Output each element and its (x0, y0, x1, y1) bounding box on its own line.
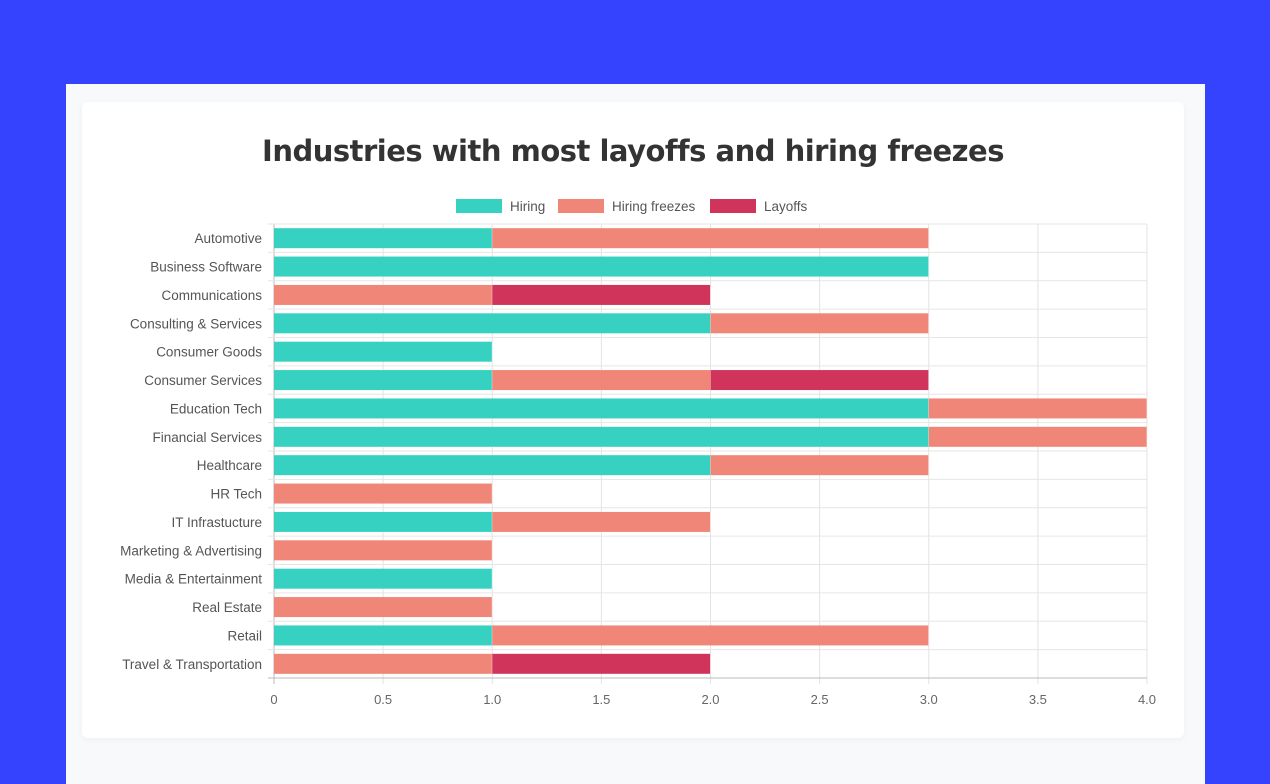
bar-hiring-freezes[interactable] (274, 284, 493, 305)
x-tick-label: 0 (270, 692, 277, 707)
legend-label[interactable]: Layoffs (764, 199, 808, 214)
y-tick-label: Travel & Transportation (122, 657, 262, 672)
bar-hiring[interactable] (274, 568, 493, 589)
x-tick-label: 3.0 (920, 692, 938, 707)
y-tick-label: HR Tech (210, 487, 262, 502)
bar-hiring-freezes[interactable] (274, 540, 493, 561)
x-tick-label: 2.0 (701, 692, 719, 707)
y-tick-label: Consulting & Services (130, 316, 262, 331)
y-tick-label: Consumer Goods (156, 345, 262, 360)
bar-hiring-freezes[interactable] (492, 228, 929, 249)
bar-layoffs[interactable] (710, 370, 929, 391)
y-tick-label: Business Software (150, 260, 262, 275)
legend-swatch-1[interactable] (558, 199, 604, 213)
bar-hiring-freezes[interactable] (492, 511, 711, 532)
bar-hiring[interactable] (274, 313, 711, 334)
bar-hiring[interactable] (274, 511, 493, 532)
bar-hiring[interactable] (274, 228, 493, 249)
bar-layoffs[interactable] (492, 284, 711, 305)
bar-hiring-freezes[interactable] (274, 597, 493, 618)
y-tick-label: Education Tech (170, 401, 262, 416)
x-tick-label: 4.0 (1138, 692, 1156, 707)
x-tick-label: 2.5 (811, 692, 829, 707)
y-tick-label: Real Estate (192, 600, 262, 615)
bar-hiring-freezes[interactable] (710, 455, 929, 476)
x-tick-label: 0.5 (374, 692, 392, 707)
bar-hiring[interactable] (274, 341, 493, 362)
y-tick-label: Media & Entertainment (125, 572, 263, 587)
bar-hiring[interactable] (274, 256, 929, 277)
y-tick-label: Automotive (194, 231, 262, 246)
bar-hiring-freezes[interactable] (492, 625, 929, 646)
y-tick-label: Communications (161, 288, 262, 303)
bar-hiring-freezes[interactable] (274, 483, 493, 504)
bar-hiring-freezes[interactable] (710, 313, 929, 334)
bar-hiring[interactable] (274, 426, 929, 447)
chart-title: Industries with most layoffs and hiring … (262, 134, 1004, 168)
bar-hiring-freezes[interactable] (492, 370, 711, 391)
legend-label[interactable]: Hiring (510, 199, 545, 214)
x-tick-label: 3.5 (1029, 692, 1047, 707)
legend-label[interactable]: Hiring freezes (612, 199, 696, 214)
bar-hiring[interactable] (274, 398, 929, 419)
bar-layoffs[interactable] (492, 653, 711, 674)
bar-hiring[interactable] (274, 370, 493, 391)
y-tick-label: Healthcare (197, 458, 262, 473)
y-tick-label: Consumer Services (144, 373, 262, 388)
x-tick-label: 1.5 (592, 692, 610, 707)
stacked-bar-chart: 0 0.5 1.0 1.5 2.0 2.5 3.0 3.5 4.0 Automotive Busin… (120, 199, 1156, 707)
y-tick-label: Financial Services (152, 430, 262, 445)
bar-hiring-freezes[interactable] (928, 398, 1147, 419)
y-tick-label: IT Infrastucture (171, 515, 262, 530)
bar-hiring[interactable] (274, 625, 493, 646)
x-tick-label: 1.0 (483, 692, 501, 707)
bar-hiring-freezes[interactable] (928, 426, 1147, 447)
bar-hiring-freezes[interactable] (274, 653, 493, 674)
bar-hiring[interactable] (274, 455, 711, 476)
y-tick-label: Marketing & Advertising (120, 543, 262, 558)
legend-swatch-0[interactable] (456, 199, 502, 213)
legend-swatch-2[interactable] (710, 199, 756, 213)
y-tick-label: Retail (227, 628, 262, 643)
